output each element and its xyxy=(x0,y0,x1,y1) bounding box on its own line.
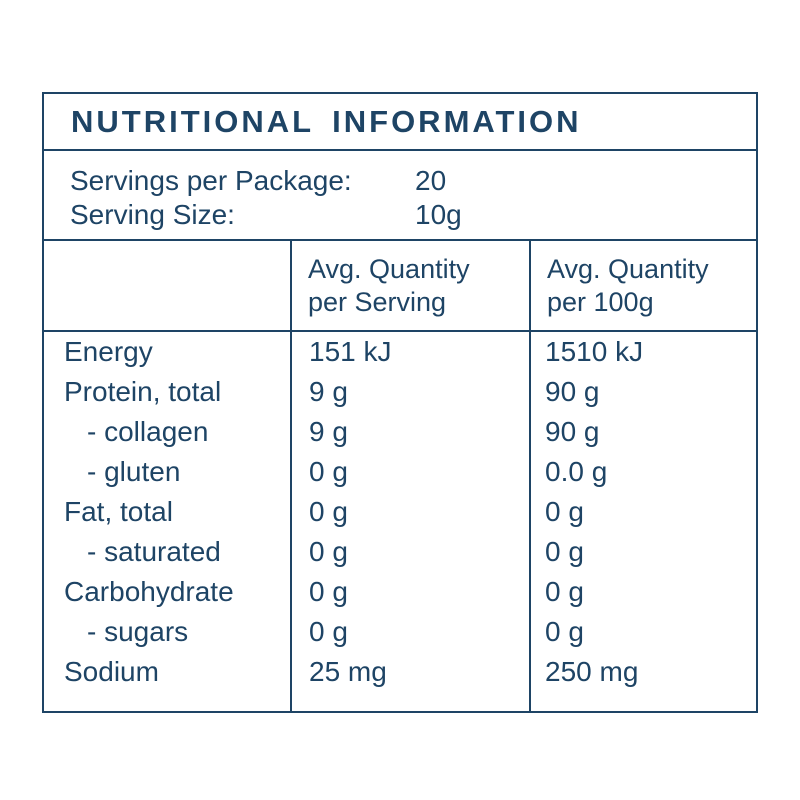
serving-size-value: 10g xyxy=(415,199,462,230)
spacer-cell xyxy=(290,692,529,711)
per-serving-cell: 9 g xyxy=(290,412,529,452)
nutrient-cell: Sodium xyxy=(64,656,159,687)
servings-per-package-label: Servings per Package: xyxy=(70,165,352,196)
per-100g-cell: 250 mg xyxy=(529,652,756,692)
nutrient-cell: - saturated xyxy=(87,536,221,567)
per-100g-cell: 0 g xyxy=(529,492,756,532)
per-100g-cell: 0 g xyxy=(529,572,756,612)
nutrient-cell: Fat, total xyxy=(64,496,173,527)
per-serving-cell: 0 g xyxy=(290,612,529,652)
per-serving-cell: 0 g xyxy=(290,532,529,572)
spacer-cell xyxy=(44,692,290,711)
per-serving-cell: 0 g xyxy=(290,572,529,612)
header-per-100g: Avg. Quantity per 100g xyxy=(529,241,756,332)
header-per-serving-line1: Avg. Quantity xyxy=(308,253,470,284)
per-100g-cell: 1510 kJ xyxy=(529,332,756,372)
nutrient-cell: - collagen xyxy=(87,416,209,447)
label-title: NUTRITIONAL INFORMATION xyxy=(71,103,582,139)
per-serving-cell: 0 g xyxy=(290,452,529,492)
header-per-serving: Avg. Quantity per Serving xyxy=(290,241,529,332)
per-serving-cell: 25 mg xyxy=(290,652,529,692)
servings-section: Servings per Package: 20 Serving Size: 1… xyxy=(44,151,756,241)
per-serving-cell: 0 g xyxy=(290,492,529,532)
header-per-100g-text: Avg. Quantity per 100g xyxy=(531,241,756,330)
nutrient-cell: - sugars xyxy=(87,616,189,647)
per-100g-cell: 0.0 g xyxy=(529,452,756,492)
label-title-row: NUTRITIONAL INFORMATION xyxy=(44,94,756,151)
serving-size-label: Serving Size: xyxy=(70,199,235,230)
per-100g-cell: 0 g xyxy=(529,532,756,572)
header-nutrient-empty xyxy=(44,241,290,332)
nutrition-table: Avg. Quantity per Serving Avg. Quantity … xyxy=(44,241,756,711)
header-per-serving-text: Avg. Quantity per Serving xyxy=(292,241,529,330)
header-per-100g-line2: per 100g xyxy=(547,286,654,317)
spacer-cell xyxy=(529,692,756,711)
header-per-100g-line1: Avg. Quantity xyxy=(547,253,709,284)
nutrient-cell: - gluten xyxy=(87,456,181,487)
per-serving-cell: 9 g xyxy=(290,372,529,412)
header-per-serving-line2: per Serving xyxy=(308,286,447,317)
nutrient-cell: Energy xyxy=(64,336,153,367)
servings-per-package-value: 20 xyxy=(415,165,447,196)
per-100g-cell: 0 g xyxy=(529,612,756,652)
per-100g-cell: 90 g xyxy=(529,412,756,452)
nutrition-label-panel: NUTRITIONAL INFORMATION Servings per Pac… xyxy=(42,92,758,713)
per-serving-cell: 151 kJ xyxy=(290,332,529,372)
servings-per-package-line: Servings per Package: 20 xyxy=(70,164,756,198)
serving-size-line: Serving Size: 10g xyxy=(70,198,756,232)
nutrient-cell: Carbohydrate xyxy=(64,576,234,607)
nutrient-cell: Protein, total xyxy=(64,376,222,407)
per-100g-cell: 90 g xyxy=(529,372,756,412)
